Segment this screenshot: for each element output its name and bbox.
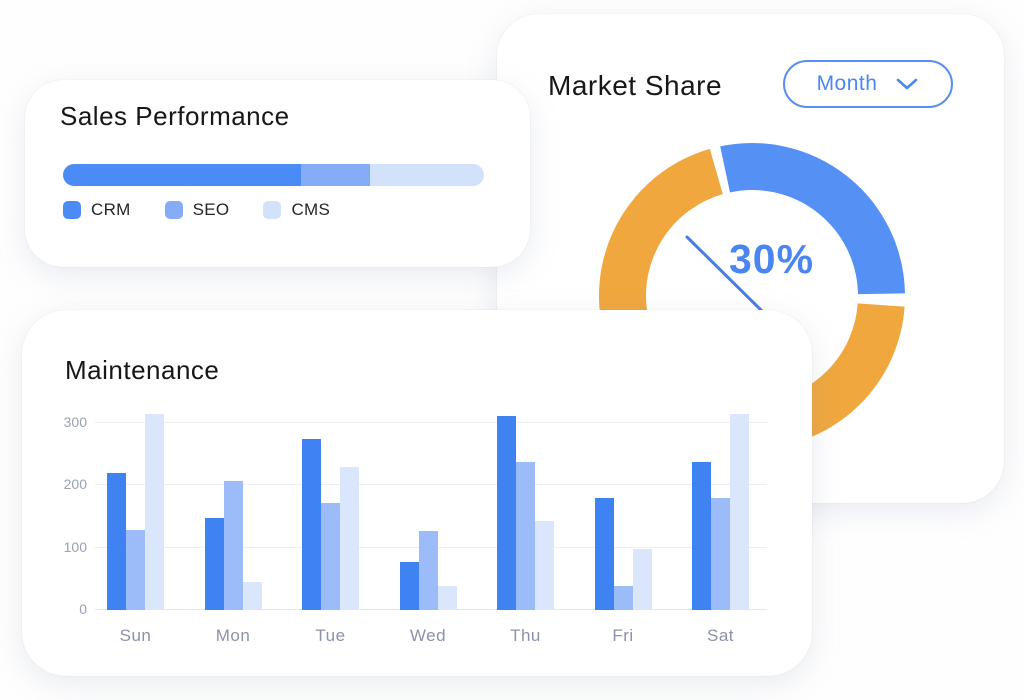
legend-label: SEO: [192, 200, 230, 219]
gridline-300: [95, 422, 767, 423]
bar-wed-1: [399, 562, 419, 610]
bar-sun-1: [107, 472, 126, 610]
bar-fri-2: [613, 586, 633, 610]
bar-sun-3: [145, 413, 164, 610]
legend-swatch: [263, 201, 282, 219]
x-axis-label-sun: Sun: [119, 626, 152, 645]
progress-segment-seo: [300, 164, 370, 186]
bar-mon-3: [242, 582, 262, 610]
bar-group-tue: Tue: [302, 405, 359, 645]
bar-tue-1: [302, 438, 321, 610]
sales-performance-title: Sales Performance: [60, 101, 290, 131]
x-axis-label-fri: Fri: [612, 626, 634, 645]
maintenance-card: Maintenance 0 100 200 300 Sun Mon Tue Wed Thu Fri…: [22, 310, 812, 676]
bar-thu-1: [497, 415, 516, 610]
progress-segment-cms: [369, 164, 484, 186]
donut-slice-highlighted-share: [720, 143, 905, 295]
bar-group-wed: Wed: [399, 405, 457, 645]
sales-legend: CRM SEO CMS: [63, 200, 330, 220]
x-axis-label-tue: Tue: [315, 626, 346, 645]
bar-group-thu: Thu: [497, 405, 554, 645]
market-share-title: Market Share: [548, 70, 723, 101]
bar-mon-2: [223, 481, 243, 610]
x-axis-label-mon: Mon: [215, 626, 251, 645]
x-axis-label-thu: Thu: [510, 626, 541, 645]
legend-swatch: [63, 201, 81, 219]
y-axis-tick-100: 100: [63, 538, 87, 555]
bar-fri-1: [594, 497, 614, 610]
donut-leader-line: [685, 235, 766, 315]
bar-group-fri: Fri: [594, 405, 652, 645]
bar-sun-2: [126, 530, 145, 610]
y-axis-tick-200: 200: [63, 476, 87, 493]
bar-sat-3: [730, 413, 749, 610]
bar-group-mon: Mon: [204, 405, 262, 645]
sales-performance-card: Sales Performance CRM SEO CMS: [25, 80, 530, 267]
bar-group-sun: Sun: [107, 405, 164, 645]
bar-tue-3: [340, 466, 359, 610]
bar-thu-2: [516, 462, 535, 610]
x-axis-label-sat: Sat: [706, 626, 735, 645]
maintenance-bar-chart: 0 100 200 300 Sun Mon Tue Wed Thu Fri Sat: [64, 405, 767, 645]
bar-tue-2: [321, 502, 340, 610]
progress-segment-crm: [63, 164, 301, 186]
maintenance-title: Maintenance: [65, 355, 220, 385]
sales-progress-bar: [63, 164, 484, 186]
bar-fri-3: [632, 548, 652, 610]
bar-wed-2: [418, 530, 438, 610]
legend-label: CMS: [291, 200, 331, 219]
x-axis-label-wed: Wed: [409, 626, 447, 645]
y-axis-tick-300: 300: [63, 414, 87, 430]
legend-label: CRM: [91, 200, 131, 219]
bar-mon-1: [204, 518, 224, 610]
donut-percentage-label: 30%: [729, 236, 815, 282]
legend-item-seo: SEO: [164, 200, 230, 220]
bar-thu-3: [535, 520, 554, 610]
gridline-200: [95, 484, 767, 486]
bar-sat-1: [692, 462, 711, 610]
period-dropdown-value: Month: [816, 72, 878, 95]
y-axis-tick-0: 0: [79, 601, 87, 617]
legend-item-cms: CMS: [263, 200, 330, 220]
bar-group-sat: Sat: [692, 405, 749, 645]
bar-wed-3: [437, 586, 457, 610]
chevron-down-icon: [897, 78, 918, 90]
legend-swatch: [164, 201, 183, 219]
bar-sat-2: [711, 497, 730, 610]
legend-item-crm: CRM: [63, 200, 131, 220]
period-dropdown[interactable]: Month: [783, 60, 953, 108]
